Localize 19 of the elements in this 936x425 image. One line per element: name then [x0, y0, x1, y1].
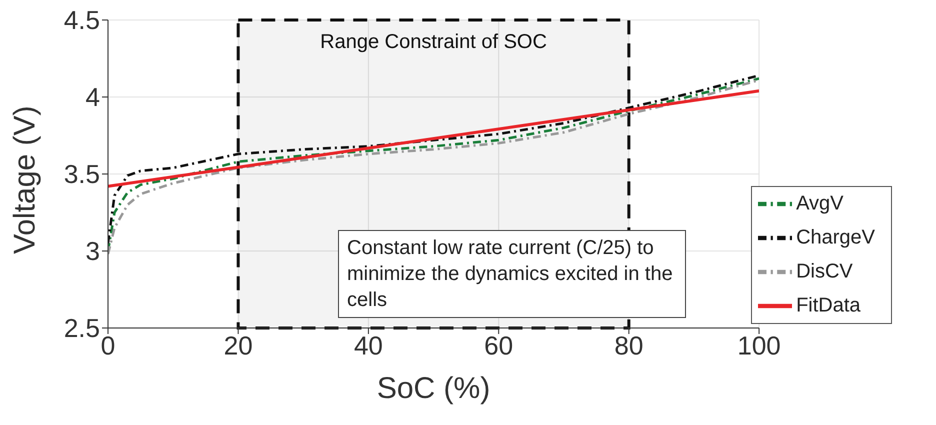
x-tick-label: 60: [484, 330, 514, 360]
legend-label: AvgV: [796, 192, 844, 214]
y-tick-label: 2.5: [64, 313, 100, 344]
y-axis-title: Voltage (V): [8, 106, 42, 254]
x-tick-label: 20: [224, 330, 253, 360]
legend-label: FitData: [796, 294, 861, 316]
x-axis-title: SoC (%): [376, 372, 490, 405]
x-tick-label: 0: [100, 330, 116, 360]
legend-label: DisCV: [796, 260, 853, 282]
annotation: Constant low rate current (C/25) to minimize the dynamics excited in the cells: [338, 230, 686, 318]
y-tick-label: 3: [86, 236, 100, 266]
y-tick-label: 4.5: [64, 5, 100, 36]
y-tick-label: 4: [86, 82, 100, 112]
y-tick-label: 3.5: [64, 159, 100, 190]
x-tick-label: 100: [737, 330, 781, 360]
x-tick-label: 40: [354, 330, 383, 360]
band-label: Range Constraint of SOC: [320, 31, 547, 54]
legend-label: ChargeV: [796, 226, 875, 248]
x-tick-label: 80: [614, 330, 644, 360]
